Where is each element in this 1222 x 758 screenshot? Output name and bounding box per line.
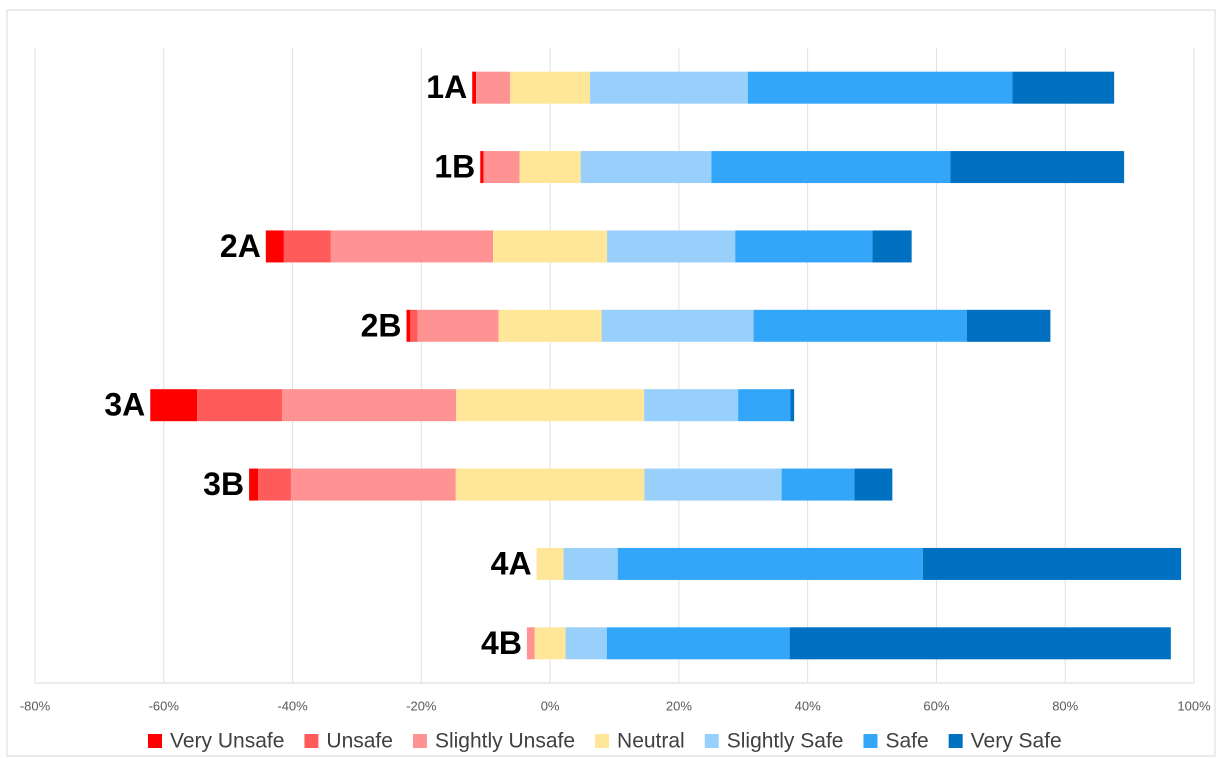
bar-segment: [493, 230, 608, 263]
bar-segment: [290, 468, 456, 501]
bar-segment: [330, 230, 494, 263]
x-tick-label: 40%: [795, 698, 821, 713]
bar-segment: [711, 151, 951, 184]
legend-label: Slightly Safe: [727, 730, 844, 753]
x-tick-label: -80%: [20, 698, 51, 713]
category-label: 4B: [481, 625, 522, 661]
bar-segment: [922, 547, 1182, 580]
bar-segment: [150, 389, 198, 422]
legend-label: Safe: [885, 730, 928, 753]
legend-label: Unsafe: [326, 730, 393, 753]
category-label: 1B: [434, 149, 475, 185]
legend-swatch: [412, 734, 427, 748]
bar-segment: [258, 468, 291, 501]
legend-swatch: [863, 734, 878, 748]
bar-segment: [480, 151, 484, 184]
bar-segment: [644, 389, 739, 422]
bar-segment: [1012, 71, 1115, 104]
bar-segment: [966, 309, 1051, 342]
x-tick-label: -20%: [406, 698, 437, 713]
bar-segment: [747, 71, 1013, 104]
x-tick-label: 60%: [923, 698, 949, 713]
bar-segment: [617, 547, 923, 580]
bar-segment: [410, 309, 418, 342]
bar-segment: [498, 309, 602, 342]
legend-swatch: [595, 734, 610, 748]
bar-segment: [735, 230, 873, 263]
category-label: 2A: [220, 228, 261, 264]
legend-swatch: [704, 734, 719, 748]
legend-label: Slightly Unsafe: [435, 730, 575, 753]
bar-segment: [282, 389, 457, 422]
bar-segment: [872, 230, 912, 263]
bar-segment: [738, 389, 791, 422]
bar-segment: [753, 309, 967, 342]
bar-segment: [950, 151, 1125, 184]
bar-segment: [565, 627, 607, 660]
x-tick-label: 100%: [1177, 698, 1211, 713]
x-tick-label: 0%: [541, 698, 560, 713]
bar-segment: [197, 389, 283, 422]
bar-segment: [606, 627, 790, 660]
category-label: 2B: [361, 307, 402, 343]
bar-segment: [580, 151, 712, 184]
bar-segment: [536, 547, 564, 580]
category-label: 3B: [203, 466, 244, 502]
bar-segment: [519, 151, 581, 184]
bar-segment: [789, 627, 1171, 660]
bar-segment: [854, 468, 893, 501]
bar-segment: [455, 468, 645, 501]
bar-segment: [534, 627, 566, 660]
legend-swatch: [148, 734, 162, 748]
x-tick-label: 80%: [1052, 698, 1078, 713]
x-tick-label: 20%: [666, 698, 692, 713]
bar-segment: [790, 389, 795, 422]
bar-segment: [483, 151, 520, 184]
category-label: 3A: [104, 387, 145, 423]
bar-segment: [510, 71, 591, 104]
bar-segment: [265, 230, 284, 263]
bar-segment: [526, 627, 535, 660]
category-label: 4A: [491, 545, 532, 581]
bar-segment: [601, 309, 754, 342]
category-label: 1A: [426, 69, 467, 105]
legend-label: Very Safe: [971, 730, 1062, 753]
bar-segment: [590, 71, 748, 104]
bar-segment: [406, 309, 411, 342]
x-tick-label: -60%: [149, 698, 180, 713]
bar-segment: [472, 71, 477, 104]
bar-segment: [283, 230, 331, 263]
x-tick-label: -40%: [277, 698, 308, 713]
legend-label: Very Unsafe: [170, 730, 284, 753]
bar-segment: [417, 309, 499, 342]
bar-segment: [563, 547, 618, 580]
bar-segment: [781, 468, 855, 501]
bar-segment: [249, 468, 259, 501]
legend-swatch: [304, 734, 319, 748]
bar-segment: [607, 230, 736, 263]
bar-segment: [456, 389, 645, 422]
legend-swatch: [948, 734, 963, 748]
bar-segment: [644, 468, 782, 501]
legend-label: Neutral: [617, 730, 685, 753]
bar-segment: [476, 71, 511, 104]
